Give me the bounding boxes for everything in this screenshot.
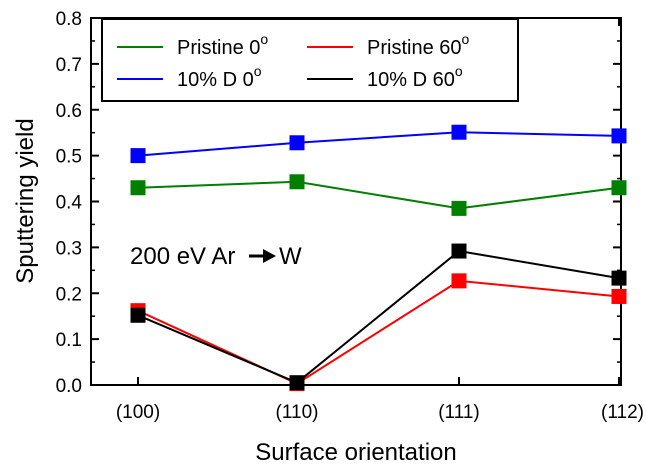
x-tick-label: (110) <box>276 402 319 423</box>
annotation-text-after: W <box>279 243 302 270</box>
data-point <box>611 128 627 144</box>
data-point <box>451 200 467 216</box>
data-point <box>611 270 627 286</box>
annotation: 200 eV Ar W <box>130 243 302 270</box>
x-tick-label: (100) <box>116 402 160 423</box>
legend-label-pristine-0: Pristine 0o <box>177 31 268 59</box>
data-point <box>130 148 146 164</box>
axes: 0.0 0.1 0.2 0.3 0.4 0.5 0.6 0.7 0.8 (100) (110) (11… <box>56 9 644 423</box>
y-tick-label: 0.3 <box>56 238 82 259</box>
data-point <box>611 180 627 196</box>
series-line <box>137 180 620 210</box>
x-axis-title: Surface orientation <box>255 439 456 466</box>
series-line <box>137 249 620 384</box>
y-tick-label: 0.2 <box>56 284 82 305</box>
y-tick-label: 0.7 <box>56 55 82 76</box>
data-point <box>130 180 146 196</box>
y-axis-title: Sputtering yield <box>12 118 39 283</box>
legend: Pristine 0o Pristine 60o 10% D 0o 10% D … <box>101 18 519 102</box>
legend-label-10pct-d-60: 10% D 60o <box>367 63 463 91</box>
annotation-text-before: 200 eV Ar <box>130 243 235 270</box>
data-point <box>451 243 467 259</box>
data-point <box>289 135 305 151</box>
y-tick-label: 0.6 <box>56 101 82 122</box>
y-tick-label: 0.4 <box>56 193 83 214</box>
legend-label-10pct-d-0: 10% D 0o <box>177 63 262 91</box>
series-line <box>137 131 620 157</box>
y-tick-label: 0.0 <box>56 376 82 397</box>
data-point <box>451 273 467 289</box>
right-arrow-icon <box>249 249 276 263</box>
data-point <box>130 307 146 323</box>
x-tick-label: (112) <box>601 402 644 423</box>
series-line <box>137 279 620 385</box>
data-point <box>611 288 627 304</box>
data-point <box>289 174 305 190</box>
legend-box <box>101 18 519 102</box>
y-tick-label: 0.5 <box>56 147 82 168</box>
legend-label-pristine-60: Pristine 60o <box>367 31 470 59</box>
data-point <box>451 124 467 140</box>
data-point <box>289 375 305 391</box>
y-tick-label: 0.8 <box>56 9 82 30</box>
x-tick-label: (111) <box>438 402 480 423</box>
y-tick-label: 0.1 <box>56 330 82 351</box>
series-layer <box>130 124 627 392</box>
